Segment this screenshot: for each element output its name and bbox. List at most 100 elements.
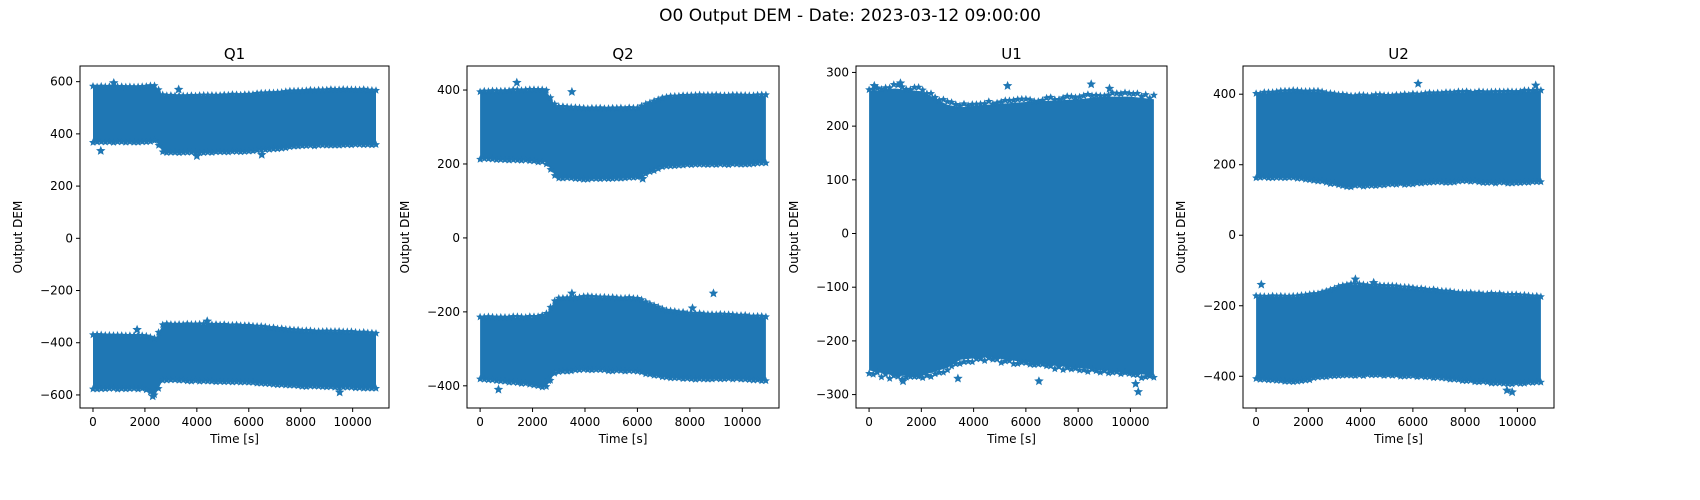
scatter-point xyxy=(1396,179,1405,187)
scatter-point xyxy=(372,86,380,94)
scatter-point xyxy=(670,373,679,382)
scatter-band-body xyxy=(93,85,376,153)
scatter-point xyxy=(158,376,167,384)
scatter-point xyxy=(943,365,952,374)
scatter-point xyxy=(1285,292,1294,300)
scatter-point xyxy=(1409,89,1417,98)
scatter-point xyxy=(1367,370,1376,379)
scatter-point xyxy=(988,355,997,363)
scatter-point xyxy=(525,156,534,165)
scatter-point xyxy=(372,140,380,148)
scatter-point xyxy=(1520,178,1529,186)
scatter-point xyxy=(629,366,638,375)
y-tick-label: −600 xyxy=(40,388,73,402)
scatter-point xyxy=(1442,286,1450,295)
scatter-point xyxy=(207,377,216,385)
scatter-point xyxy=(712,90,721,99)
scatter-point xyxy=(257,322,266,330)
scatter-point xyxy=(1429,373,1438,382)
scatter-point xyxy=(130,384,138,392)
scatter-point xyxy=(146,81,155,89)
scatter-point xyxy=(1281,292,1289,300)
scatter-point xyxy=(964,357,973,365)
scatter-point xyxy=(703,375,712,383)
scatter-point xyxy=(616,174,625,182)
scatter-point xyxy=(662,372,671,381)
scatter-point xyxy=(1433,373,1442,381)
scatter-point xyxy=(1367,181,1376,189)
scatter-point xyxy=(175,148,184,157)
scatter-point xyxy=(294,142,303,150)
scatter-point xyxy=(1413,78,1423,88)
scatter-point xyxy=(195,377,204,385)
scatter-point xyxy=(683,160,692,168)
scatter-point xyxy=(997,358,1006,366)
scatter-point xyxy=(1030,97,1039,105)
scatter-point xyxy=(244,90,253,98)
scatter-point xyxy=(1355,279,1364,288)
subplot-title: Q2 xyxy=(612,45,633,63)
scatter-point xyxy=(1281,377,1289,385)
scatter-point xyxy=(1396,372,1405,380)
scatter-point xyxy=(138,331,147,339)
scatter-point xyxy=(484,312,493,320)
scatter-point xyxy=(244,147,253,155)
scatter-point xyxy=(175,320,184,328)
scatter-point xyxy=(683,374,692,382)
scatter-point xyxy=(175,91,184,100)
scatter-point xyxy=(1470,176,1479,185)
scatter-point xyxy=(1334,180,1343,189)
scatter-point xyxy=(575,365,584,374)
scatter-point xyxy=(97,330,106,339)
scatter-point xyxy=(943,97,952,105)
scatter-point xyxy=(1462,87,1471,95)
scatter-point xyxy=(331,327,339,335)
x-tick-label: 2000 xyxy=(1293,415,1324,429)
scatter-point xyxy=(1479,178,1488,187)
scatter-point xyxy=(683,91,692,99)
scatter-point xyxy=(326,327,335,335)
scatter-point xyxy=(687,91,696,99)
y-tick-label: 0 xyxy=(1228,228,1236,242)
scatter-point xyxy=(351,327,360,336)
scatter-point xyxy=(150,334,159,342)
scatter-point xyxy=(171,375,179,384)
scatter-point xyxy=(976,99,985,108)
scatter-point xyxy=(1437,373,1446,382)
y-tick-label: −200 xyxy=(816,334,849,348)
scatter-point xyxy=(1342,370,1351,379)
scatter-point xyxy=(236,378,245,386)
subplot-u2: 0 2000 4000 6000 8000 10000 −400 −200 0 200 400 Tim… xyxy=(1174,45,1555,446)
scatter-point xyxy=(1417,372,1426,380)
scatter-point xyxy=(130,82,138,91)
scatter-point xyxy=(513,85,522,94)
scatter-point xyxy=(331,141,339,149)
scatter-point xyxy=(1507,387,1517,397)
scatter-point xyxy=(753,90,762,99)
scatter-point xyxy=(109,331,118,339)
scatter-point xyxy=(1293,86,1302,94)
scatter-point xyxy=(1351,279,1360,288)
scatter-point xyxy=(1392,281,1401,290)
y-tick-label: −400 xyxy=(40,336,73,350)
scatter-point xyxy=(865,369,874,377)
x-tick-label: 8000 xyxy=(675,415,706,429)
scatter-point xyxy=(1532,177,1541,186)
scatter-point xyxy=(525,312,534,320)
scatter-point xyxy=(1086,79,1096,89)
scatter-point xyxy=(335,327,344,335)
scatter-point xyxy=(1125,369,1134,377)
scatter-point xyxy=(89,82,97,90)
scatter-point xyxy=(1017,94,1026,103)
scatter-point xyxy=(1380,91,1388,99)
x-tick-label: 6000 xyxy=(234,415,265,429)
scatter-point xyxy=(761,158,770,167)
scatter-point xyxy=(546,93,555,102)
scatter-point xyxy=(753,159,762,167)
scatter-point xyxy=(1413,284,1422,292)
scatter-point xyxy=(1491,87,1500,96)
scatter-point xyxy=(1417,284,1426,292)
scatter-point xyxy=(898,376,908,386)
subplot-q2: 0 2000 4000 6000 8000 10000 −400 −200 0 200 400 Tim… xyxy=(398,45,780,446)
scatter-point xyxy=(1096,368,1105,376)
